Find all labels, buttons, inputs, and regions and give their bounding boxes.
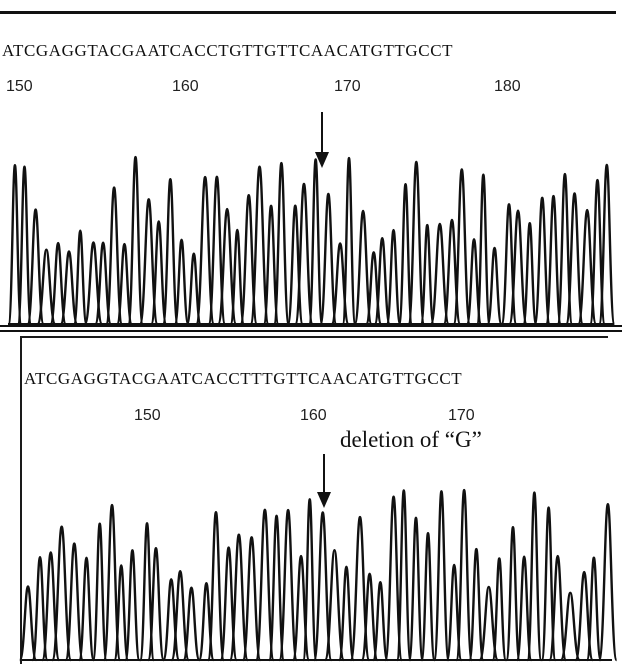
trace-peak [508, 209, 528, 326]
trace-peak [319, 192, 338, 326]
trace-peak [407, 160, 426, 326]
trace-peak [59, 250, 79, 326]
trace-peak [272, 161, 290, 326]
trace-peak [161, 177, 179, 326]
trace-peak [7, 164, 23, 326]
trace-peak [452, 168, 472, 326]
trace-peak [294, 182, 314, 326]
bottom-position-label-170: 170 [448, 407, 475, 424]
trace-peak [353, 209, 373, 326]
trace-peak [475, 173, 491, 326]
top-sequence-text: ATCGAGGTACGAATCACCTGTTGTTCAACATGTTGCCT [2, 41, 454, 60]
trace-peak [307, 158, 324, 326]
trace-peak [420, 532, 436, 662]
trace-peak [598, 163, 616, 326]
trace-peak [395, 489, 412, 662]
trace-peak [419, 223, 435, 326]
trace-peak [433, 490, 450, 662]
trace-peak [597, 502, 618, 662]
trace-peak [360, 572, 379, 662]
trace-peak [515, 555, 533, 662]
trace-peak [113, 564, 130, 662]
trace-peak [397, 182, 414, 326]
top-border-line [0, 11, 616, 14]
trace-peak [384, 495, 404, 662]
bottom-position-label-150: 150 [134, 407, 161, 424]
top-position-label-180: 180 [494, 78, 521, 95]
trace-peak [544, 194, 562, 326]
trace-peak [72, 229, 88, 326]
trace-peak [548, 554, 568, 662]
trace-peak [262, 204, 280, 326]
trace-peak [486, 246, 503, 326]
trace-peak [338, 565, 355, 662]
trace-peak [18, 585, 38, 662]
trace-peak [150, 220, 168, 326]
panel-separator-line-1 [0, 325, 622, 327]
trace-peak [182, 586, 201, 662]
trace-peak [349, 515, 371, 662]
trace-peak [36, 248, 57, 326]
panel-separator-line-2 [0, 330, 622, 332]
trace-peak [323, 548, 346, 662]
trace-peak [91, 522, 108, 662]
deletion-annotation: deletion of “G” [340, 427, 482, 452]
trace-peak [78, 556, 95, 662]
trace-peak [229, 228, 246, 326]
trace-peak [491, 557, 508, 662]
trace-peak [228, 533, 249, 662]
trace-peak [565, 192, 584, 326]
trace-peak [195, 175, 216, 326]
trace-peak [341, 156, 357, 326]
trace-peak [505, 525, 521, 662]
bottom-sequence-text: ATCGAGGTACGAATCACCTTTGTTCAACATGTTGCCT [24, 369, 463, 388]
trace-peak [115, 242, 133, 326]
trace-peak [522, 221, 538, 326]
top-position-label-170: 170 [334, 78, 361, 95]
trace-peak [429, 222, 450, 326]
trace-peak [170, 570, 190, 662]
trace-peak [526, 491, 543, 662]
trace-peak [268, 514, 286, 662]
trace-peak [455, 488, 473, 662]
trace-peak [127, 155, 144, 326]
trace-peak [241, 536, 262, 662]
top-position-label-160: 160 [172, 78, 199, 95]
trace-peak [49, 241, 67, 326]
trace-peak [312, 511, 333, 662]
trace-peak [147, 546, 165, 662]
trace-peak [372, 580, 389, 662]
trace-peak [105, 186, 124, 326]
trace-peak [407, 516, 424, 662]
trace-peak [585, 556, 602, 662]
trace-peak [16, 165, 33, 326]
trace-peak [51, 525, 73, 662]
trace-peak [26, 208, 45, 326]
trace-peak [559, 591, 581, 662]
trace-peak [64, 542, 84, 662]
top-chromatogram-trace [7, 155, 616, 326]
trace-peak [173, 238, 190, 326]
trace-peak [124, 549, 141, 662]
trace-peak [301, 498, 318, 662]
trace-peak [373, 236, 391, 326]
top-position-label-150: 150 [6, 78, 33, 95]
bottom-position-label-160: 160 [300, 407, 327, 424]
trace-peak [278, 508, 298, 662]
bottom-arrow-icon [317, 454, 331, 508]
top-arrow-icon [315, 112, 329, 168]
trace-peak [533, 196, 551, 326]
trace-peak [249, 165, 270, 326]
trace-peak [206, 510, 225, 662]
trace-peak [468, 547, 485, 662]
bottom-panel-frame [20, 336, 608, 664]
trace-peak [254, 508, 275, 662]
bottom-chromatogram-trace [18, 488, 618, 662]
trace-peak [385, 228, 402, 326]
